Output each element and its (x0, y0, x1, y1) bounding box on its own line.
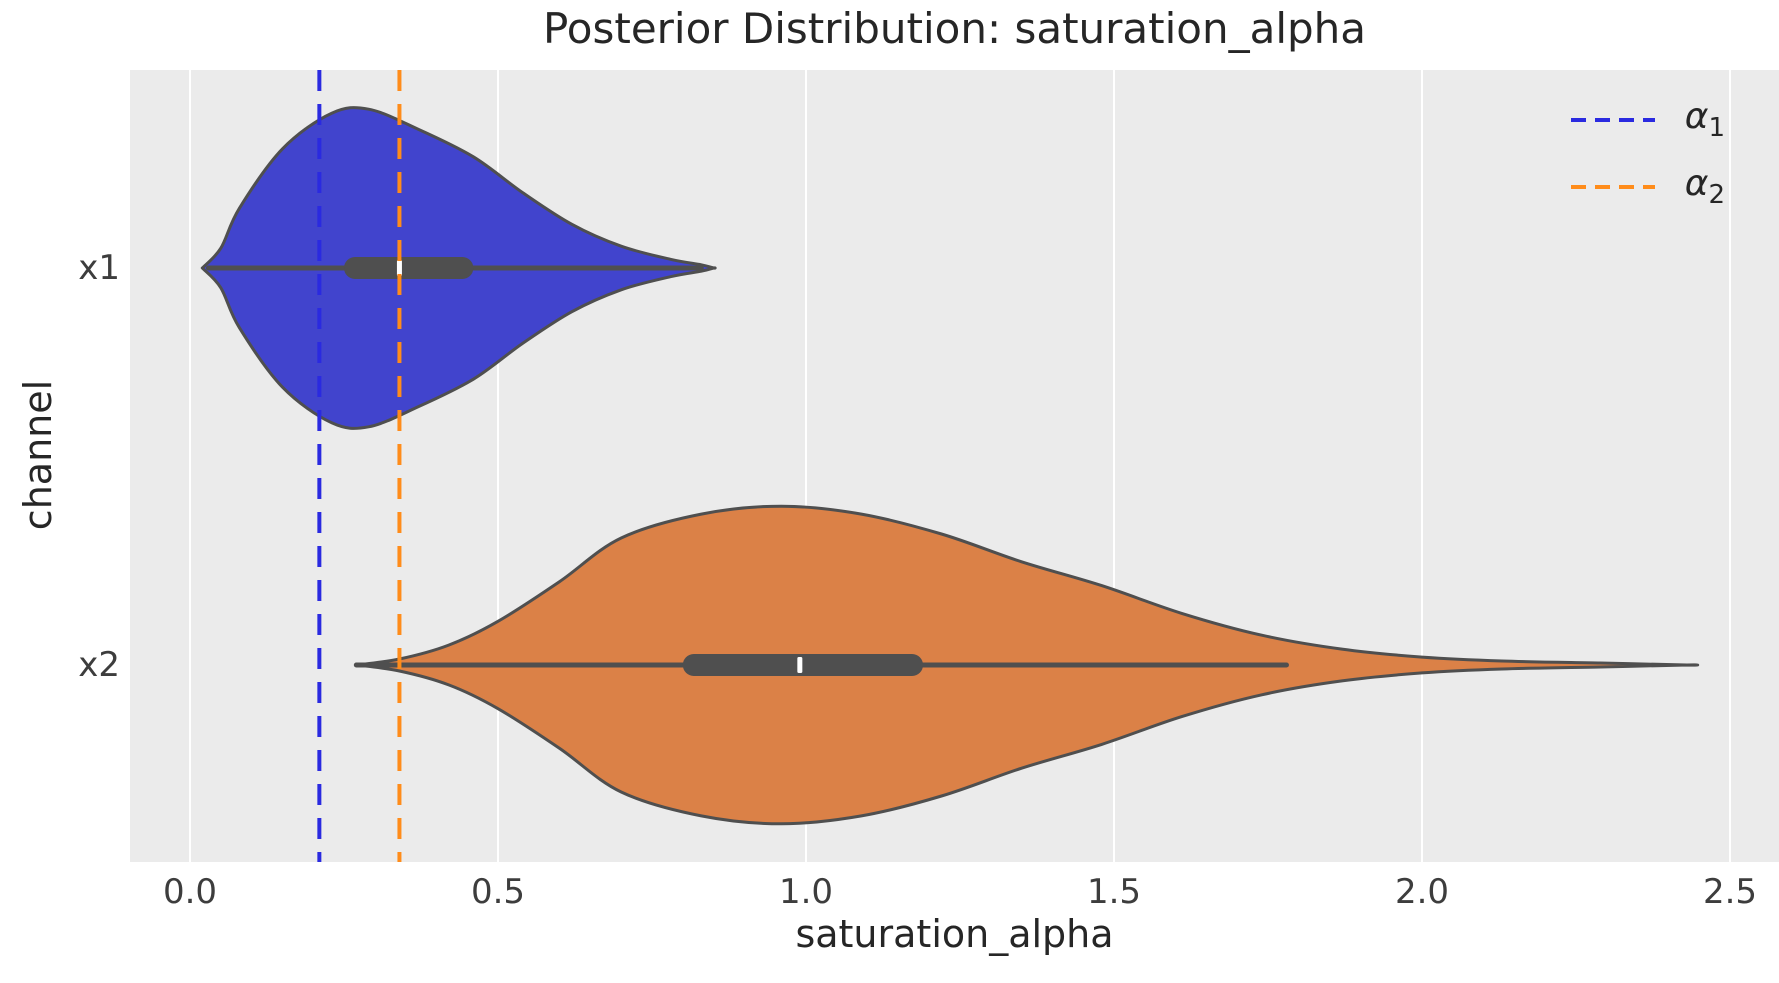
y-tick-label-x1: x1 (78, 248, 120, 288)
x-tick-label-0.0: 0.0 (162, 872, 218, 912)
x-tick-label-2.5: 2.5 (1702, 872, 1758, 912)
x-axis-label: saturation_alpha (795, 912, 1114, 956)
legend-label-alpha2: α2 (1684, 163, 1725, 211)
x-tick-label-1.0: 1.0 (778, 872, 834, 912)
legend-label-alpha1: α1 (1684, 96, 1725, 144)
x-tick-label-1.5: 1.5 (1086, 872, 1142, 912)
x-tick-label-2.0: 2.0 (1394, 872, 1450, 912)
legend-entry-alpha1: α1 (1570, 96, 1725, 144)
x-tick-label-0.5: 0.5 (470, 872, 526, 912)
chart-title: Posterior Distribution: saturation_alpha (542, 4, 1367, 53)
y-axis-label: channel (16, 379, 60, 531)
legend: α1 α2 (1570, 96, 1725, 211)
iqr-box-x2 (682, 654, 924, 676)
median-tick-x2 (797, 657, 803, 673)
violin-plot-canvas (189, 70, 1731, 862)
legend-dash-icon-alpha1 (1570, 117, 1655, 122)
iqr-box-x1 (344, 257, 474, 279)
legend-dash-icon-alpha2 (1570, 184, 1655, 189)
legend-entry-alpha2: α2 (1570, 163, 1725, 211)
y-tick-label-x2: x2 (78, 645, 120, 685)
median-tick-x1 (396, 260, 402, 276)
plot-area: α1 α2 (130, 70, 1779, 862)
